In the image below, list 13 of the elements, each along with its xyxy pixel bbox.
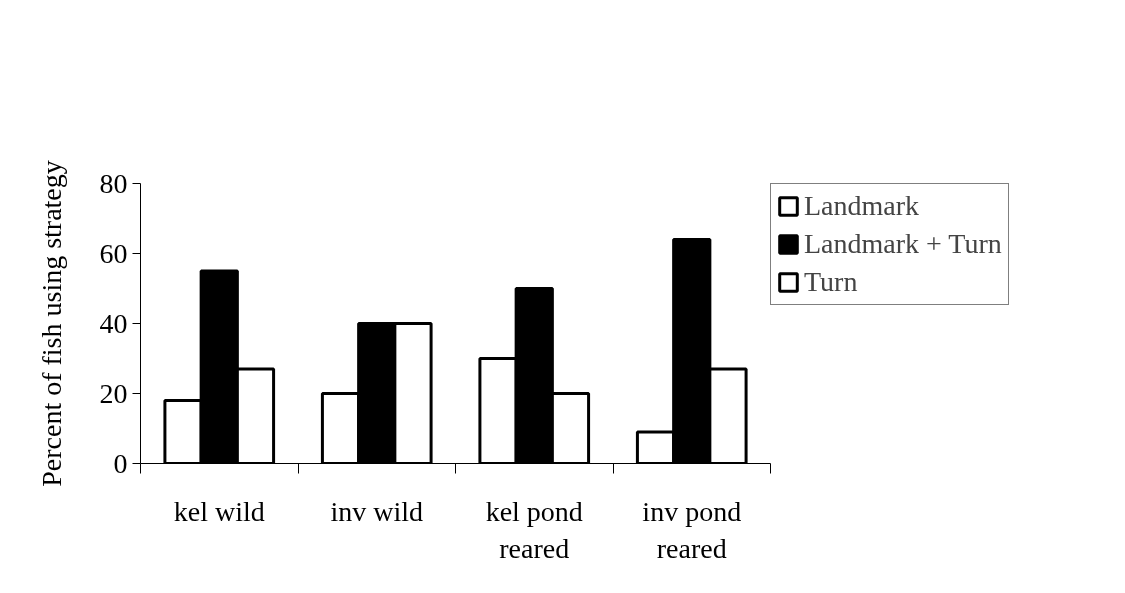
- y-tick-label: 40: [99, 307, 128, 339]
- y-tick-label: 60: [99, 237, 128, 269]
- legend-label: Turn: [804, 266, 858, 298]
- y-axis-title: Percent of fish using strategy: [35, 160, 67, 487]
- x-tick-label: kel wild: [173, 495, 265, 527]
- legend-label: Landmark + Turn: [804, 228, 1002, 260]
- y-tick-label: 80: [99, 167, 128, 199]
- x-tick-label: kel pond reared: [485, 495, 583, 564]
- x-tick-label: inv pond reared: [642, 495, 742, 564]
- y-tick-label: 20: [99, 377, 128, 409]
- x-tick-label: inv wild: [330, 495, 424, 527]
- y-tick-label: 0: [113, 447, 128, 479]
- legend-label: Landmark: [804, 190, 920, 222]
